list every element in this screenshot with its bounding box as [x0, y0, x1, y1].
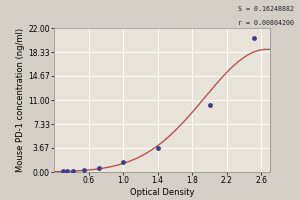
Point [70, 169, 75, 173]
Point [252, 36, 257, 39]
Point [60, 170, 65, 173]
Point [97, 167, 101, 170]
Text: r = 0.00804200: r = 0.00804200 [238, 20, 294, 26]
Point [207, 104, 212, 107]
Point [64, 170, 69, 173]
Point [82, 169, 87, 172]
Point [155, 147, 160, 150]
Y-axis label: Mouse PD-1 concentration (ng/ml): Mouse PD-1 concentration (ng/ml) [16, 28, 25, 172]
Point [121, 160, 125, 163]
X-axis label: Optical Density: Optical Density [130, 188, 194, 197]
Text: S = 0.16248882: S = 0.16248882 [238, 6, 294, 12]
